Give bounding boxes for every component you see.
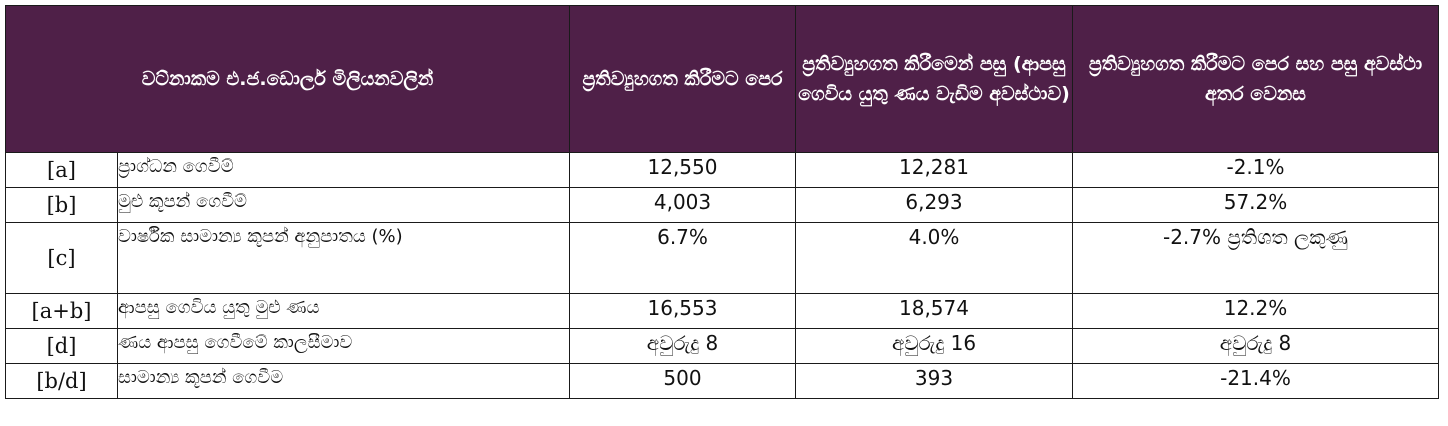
- row-diff-value: -2.7% ප්‍රතිශත ලකුණු: [1072, 222, 1439, 294]
- row-label: වාර්ෂික සාමාන්‍ය කූපන් අනුපාතය (%): [117, 222, 570, 294]
- row-after-value: 4.0%: [795, 222, 1073, 294]
- table-row: [b/d] සාමාන්‍ය කූපන් ගෙවීම 500 393 -21.4…: [5, 363, 1439, 399]
- row-after-value: අවුරුදු 16: [795, 328, 1073, 364]
- row-after-value: 6,293: [795, 187, 1073, 223]
- row-after-value: 18,574: [795, 293, 1073, 329]
- table-header-row: වට්නාකම එ.ජ.ඩොලර් මිලියනවලින් ප්‍රතිව්‍ය…: [5, 5, 1439, 153]
- row-before-value: අවුරුදු 8: [569, 328, 796, 364]
- row-diff-value: 12.2%: [1072, 293, 1439, 329]
- row-code: [d]: [5, 328, 118, 364]
- row-code: [a+b]: [5, 293, 118, 329]
- row-label: ආපසු ගෙවිය යුතු මුළු ණය: [117, 293, 570, 329]
- header-diff: ප්‍රතිව්‍යුහගත කිරීමට පෙර සහ පසු අවස්ථා …: [1072, 5, 1439, 153]
- header-unit: වට්නාකම එ.ජ.ඩොලර් මිලියනවලින්: [5, 5, 570, 153]
- table-row: [c] වාර්ෂික සාමාන්‍ය කූපන් අනුපාතය (%) 6…: [5, 222, 1439, 294]
- row-code: [a]: [5, 152, 118, 188]
- row-after-value: 12,281: [795, 152, 1073, 188]
- table-row: [d] ණය ආපසු ගෙවීමේ කාලසීමාව අවුරුදු 8 අව…: [5, 328, 1439, 364]
- row-diff-value: අවුරුදු 8: [1072, 328, 1439, 364]
- row-after-value: 393: [795, 363, 1073, 399]
- row-before-value: 6.7%: [569, 222, 796, 294]
- row-code: [c]: [5, 222, 118, 294]
- row-label: ප්‍රාග්ධන ගෙවීම්: [117, 152, 570, 188]
- row-diff-value: -21.4%: [1072, 363, 1439, 399]
- row-before-value: 4,003: [569, 187, 796, 223]
- row-label: ණය ආපසු ගෙවීමේ කාලසීමාව: [117, 328, 570, 364]
- table-row: [a] ප්‍රාග්ධන ගෙවීම් 12,550 12,281 -2.1%: [5, 152, 1439, 188]
- header-before: ප්‍රතිව්‍යුහගත කිරීමට පෙර: [569, 5, 796, 153]
- row-label: මුළු කූපන් ගෙවීම්: [117, 187, 570, 223]
- row-label: සාමාන්‍ය කූපන් ගෙවීම: [117, 363, 570, 399]
- row-diff-value: 57.2%: [1072, 187, 1439, 223]
- table-row: [b] මුළු කූපන් ගෙවීම් 4,003 6,293 57.2%: [5, 187, 1439, 223]
- table-row: [a+b] ආපසු ගෙවිය යුතු මුළු ණය 16,553 18,…: [5, 293, 1439, 329]
- debt-restructuring-table: වට්නාකම එ.ජ.ඩොලර් මිලියනවලින් ප්‍රතිව්‍ය…: [5, 5, 1439, 399]
- row-before-value: 16,553: [569, 293, 796, 329]
- row-diff-value: -2.1%: [1072, 152, 1439, 188]
- row-code: [b/d]: [5, 363, 118, 399]
- row-code: [b]: [5, 187, 118, 223]
- row-before-value: 12,550: [569, 152, 796, 188]
- row-before-value: 500: [569, 363, 796, 399]
- header-after: ප්‍රතිව්‍යුහගත කිරීමෙන් පසු (ආපසු ගෙවිය …: [795, 5, 1073, 153]
